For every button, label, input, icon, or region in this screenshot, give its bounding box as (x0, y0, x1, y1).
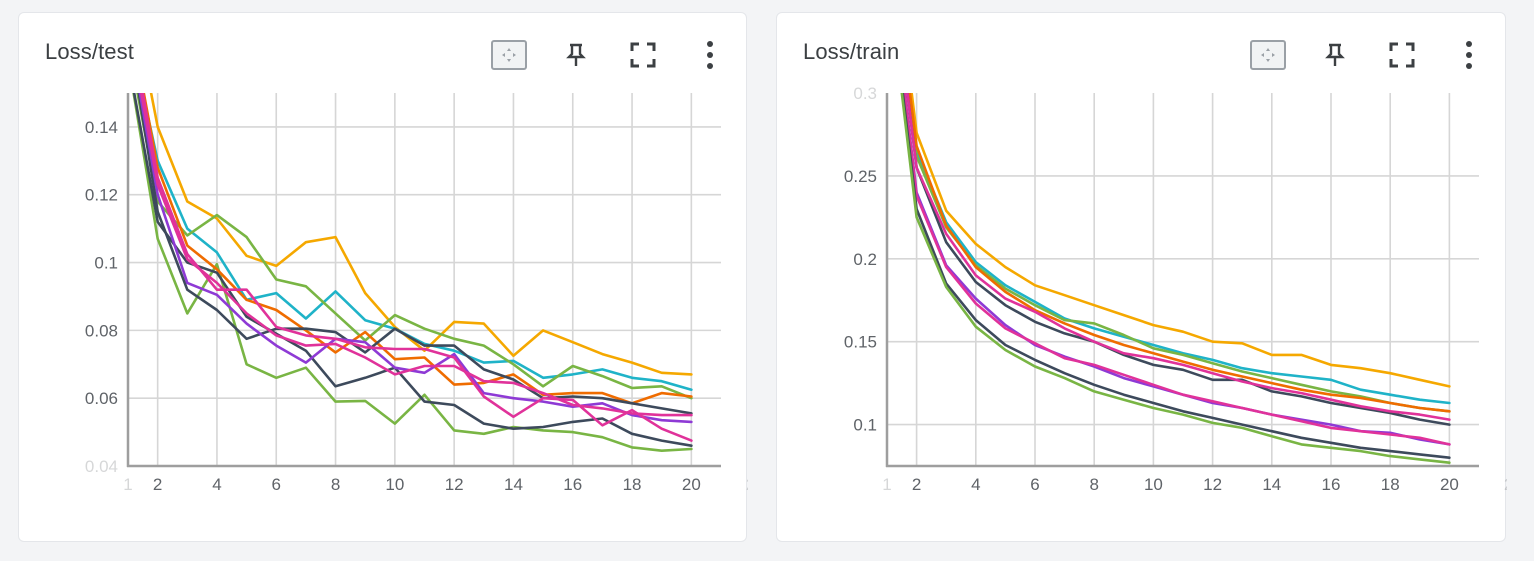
x-tick-label: 18 (1381, 475, 1400, 494)
y-tick-label: 0.08 (85, 321, 118, 340)
x-tick-label: 6 (272, 475, 281, 494)
x-tick-label: 20 (682, 475, 701, 494)
fit-domain-icon (491, 40, 527, 70)
chart-plot: 1246810121416182020.10.150.20.250.3 (844, 84, 1507, 494)
x-tick-label: 10 (385, 475, 404, 494)
series-line (141, 93, 693, 392)
x-tick-label: 14 (1262, 475, 1281, 494)
y-tick-label: 0.12 (85, 186, 118, 205)
y-tick-label: 0.1 (853, 416, 877, 435)
y-tick-label: 0.15 (844, 333, 877, 352)
series-line (140, 93, 693, 417)
series-line (903, 93, 1451, 446)
fullscreen-button[interactable] (1384, 37, 1420, 73)
x-tick-label: 2 (1504, 475, 1507, 494)
chart-toolbar (1250, 37, 1487, 73)
x-tick-label: 1 (882, 475, 891, 494)
y-tick-label: 0.2 (853, 250, 877, 269)
pin-button[interactable] (1317, 37, 1353, 73)
fullscreen-icon (630, 42, 656, 68)
x-tick-label: 1 (123, 475, 132, 494)
series-line (906, 93, 1451, 426)
series-line (137, 93, 693, 415)
x-tick-label: 18 (623, 475, 642, 494)
series-line (907, 93, 1451, 413)
x-tick-label: 12 (1203, 475, 1222, 494)
x-tick-label: 16 (563, 475, 582, 494)
series-line (906, 93, 1451, 421)
x-tick-label: 20 (1440, 475, 1459, 494)
fit-domain-button[interactable] (1250, 37, 1286, 73)
series-line (132, 93, 693, 453)
more-vert-icon (707, 41, 713, 69)
series-group (132, 93, 693, 453)
series-line (149, 93, 693, 376)
series-line (132, 93, 693, 448)
y-tick-label: 0.06 (85, 389, 118, 408)
chart-plot: 1246810121416182020.040.060.080.10.120.1… (85, 93, 748, 494)
chart-card-loss-train: 1246810121416182020.10.150.20.250.3 Loss… (776, 12, 1507, 542)
y-tick-label: 0.1 (94, 254, 118, 273)
x-tick-label: 6 (1030, 475, 1039, 494)
series-line (900, 93, 1451, 465)
y-tick-label: 0.14 (85, 118, 118, 137)
y-tick-label: 0.25 (844, 167, 877, 186)
y-tick-label: 0.3 (853, 84, 877, 103)
x-tick-label: 8 (1089, 475, 1098, 494)
x-tick-label: 14 (504, 475, 523, 494)
chart-card-loss-test: 1246810121416182020.040.060.080.10.120.1… (18, 12, 748, 542)
more-vert-icon (1466, 41, 1472, 69)
fullscreen-button[interactable] (625, 37, 661, 73)
series-line (138, 93, 693, 424)
series-group (900, 93, 1451, 465)
chart-title: Loss/test (45, 39, 134, 64)
x-tick-label: 16 (1322, 475, 1341, 494)
fullscreen-icon (1389, 42, 1415, 68)
series-line (908, 93, 1451, 413)
pin-button[interactable] (558, 37, 594, 73)
series-line (901, 93, 1451, 460)
x-tick-label: 2 (153, 475, 162, 494)
x-tick-label: 4 (212, 475, 221, 494)
x-tick-label: 8 (331, 475, 340, 494)
x-tick-label: 2 (746, 475, 748, 494)
chart-toolbar (491, 37, 728, 73)
fit-domain-icon (1250, 40, 1286, 70)
x-tick-label: 12 (445, 475, 464, 494)
series-line (136, 93, 693, 400)
fit-domain-button[interactable] (491, 37, 527, 73)
y-tick-label: 0.04 (85, 457, 118, 476)
series-line (142, 93, 693, 405)
x-tick-label: 2 (912, 475, 921, 494)
pin-icon (566, 43, 586, 66)
pin-icon (1325, 43, 1345, 66)
x-tick-label: 4 (971, 475, 980, 494)
series-line (908, 93, 1451, 405)
x-tick-label: 10 (1144, 475, 1163, 494)
series-line (141, 93, 693, 442)
more-options-button[interactable] (692, 37, 728, 73)
series-line (903, 93, 1451, 446)
chart-title: Loss/train (803, 39, 900, 64)
series-line (910, 93, 1451, 388)
more-options-button[interactable] (1451, 37, 1487, 73)
